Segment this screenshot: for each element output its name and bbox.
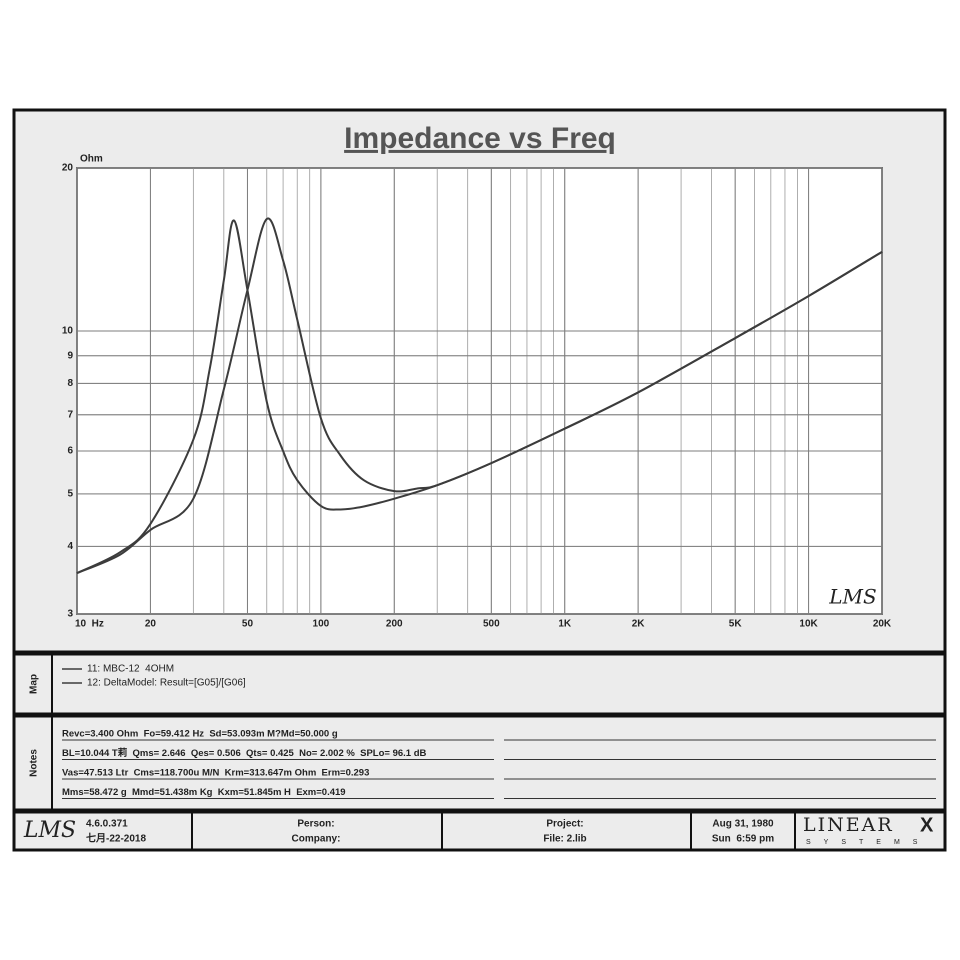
y-tick-label: 8 (67, 378, 73, 389)
report-time: Sun 6:59 pm (712, 834, 774, 845)
version: 4.6.0.371 (86, 819, 128, 830)
x-tick-label: 1K (558, 619, 572, 630)
project: Project: (546, 819, 583, 830)
brand-sub: SYSTEMS (806, 839, 930, 846)
x-tick-label: 500 (483, 619, 500, 630)
brand: LINEAR (803, 814, 894, 836)
note-line: Vas=47.513 Ltr Cms=118.700u M/N Krm=313.… (62, 768, 369, 779)
x-tick-label: 10K (799, 619, 818, 630)
x-tick-label: 2K (632, 619, 646, 630)
legend-label: 11: MBC-12 4OHM (87, 664, 174, 675)
chart: 10 Hz 20 50 100 200 500 1K 2K 5K 10K 20K 3 4 5 6 7 8 9 10 2… (62, 163, 892, 630)
date: 七月-22-2018 (86, 832, 146, 845)
map-panel (12, 652, 947, 716)
y-tick-label: 4 (67, 541, 73, 552)
x-tick-label: 50 (242, 619, 254, 630)
notes-label: Notes (29, 749, 40, 777)
series-line (76, 219, 883, 575)
notes-panel (12, 714, 947, 812)
legend: 11: MBC-12 4OHM 12: DeltaModel: Result=[G… (62, 664, 246, 689)
company: Company: (292, 834, 341, 845)
y-tick-label: 10 (62, 326, 74, 337)
y-tick-label: 5 (67, 489, 73, 500)
note-line: BL=10.044 T莉 Qms= 2.646 Qes= 0.506 Qts= … (62, 747, 427, 759)
x-tick-label: 20K (873, 619, 892, 630)
y-tick-label: 9 (67, 350, 73, 361)
legend-label: 12: DeltaModel: Result=[G05]/[G06] (87, 678, 246, 689)
x-tick-label: 20 (145, 619, 157, 630)
person: Person: (297, 819, 334, 830)
x-tick-label: 10 Hz (75, 619, 104, 630)
watermark: LMS (828, 585, 876, 609)
y-tick-label: 7 (67, 409, 73, 420)
x-tick-label: 200 (386, 619, 403, 630)
note-line: Revc=3.400 Ohm Fo=59.412 Hz Sd=53.093m M… (62, 729, 338, 740)
report-date: Aug 31, 1980 (712, 819, 774, 830)
y-axis-label: Ohm (80, 154, 103, 165)
file: File: 2.lib (543, 834, 586, 845)
y-tick-label: 6 (67, 446, 73, 457)
y-tick-label: 20 (62, 163, 74, 174)
plot-area (76, 167, 883, 615)
notes: Revc=3.400 Ohm Fo=59.412 Hz Sd=53.093m M… (62, 729, 936, 799)
footer-panel (12, 810, 947, 852)
x-tick-label: 5K (729, 619, 743, 630)
chart-title: Impedance vs Freq (344, 122, 616, 155)
brand-mark: X (920, 814, 934, 836)
x-tick-label: 100 (313, 619, 330, 630)
footer-logo: LMS (23, 818, 76, 843)
y-tick-label: 3 (67, 609, 73, 620)
note-line: Mms=58.472 g Mmd=51.438m Kg Kxm=51.845m … (62, 787, 346, 798)
map-label: Map (29, 674, 40, 694)
